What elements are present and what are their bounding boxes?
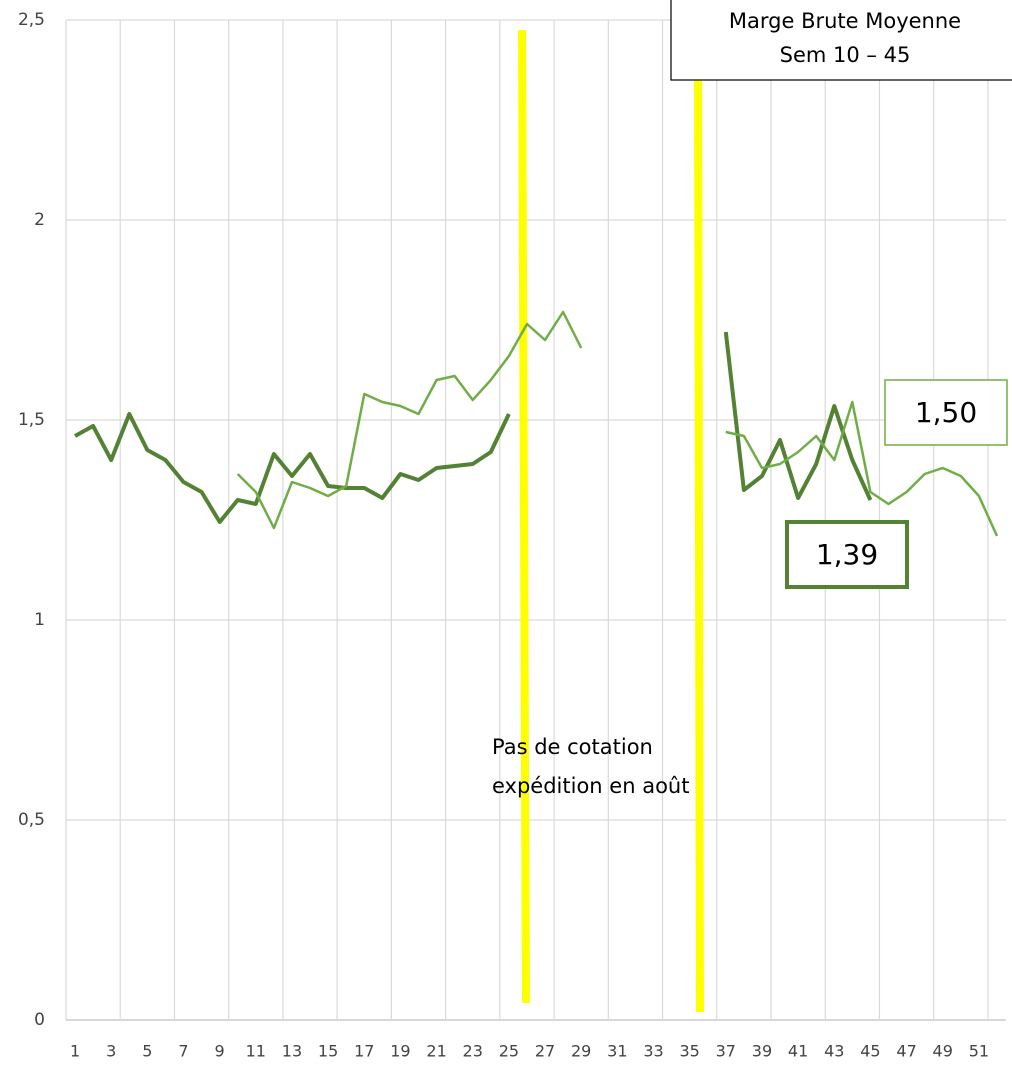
x-tick-label: 9 [215,1042,225,1061]
y-tick-label: 1,5 [18,410,45,430]
grid [65,19,1006,1021]
x-tick-label: 11 [246,1042,266,1061]
x-tick-label: 37 [716,1042,736,1061]
x-tick-label: 7 [178,1042,188,1061]
x-tick-label: 51 [969,1042,989,1061]
y-tick-label: 2,5 [18,10,45,30]
title-box [670,0,1012,81]
x-tick-label: 41 [788,1042,808,1061]
x-tick-label: 39 [752,1042,772,1061]
title-line: Sem 10 – 45 [780,43,911,67]
x-tick-label: 3 [106,1042,116,1061]
x-tick-label: 21 [426,1042,446,1061]
x-tick-label: 27 [535,1042,555,1061]
x-tick-label: 43 [824,1042,844,1061]
x-tick-label: 1 [70,1042,80,1061]
average-box [884,379,1008,446]
lines [74,310,999,537]
x-tick-label: 33 [643,1042,663,1061]
x-tick-label: 5 [142,1042,152,1061]
average-label: 1,39 [816,538,878,571]
series-line [236,310,999,537]
y-tick-label: 0,5 [18,810,45,830]
y-tick-label: 2 [34,210,45,230]
x-tick-label: 29 [571,1042,591,1061]
x-tick-label: 25 [499,1042,519,1061]
x-tick-label: 17 [354,1042,374,1061]
x-tick-label: 35 [679,1042,699,1061]
series-line [74,331,873,524]
x-tick-label: 15 [318,1042,338,1061]
note-line: expédition en août [492,774,689,798]
y-tick-label: 0 [34,1010,45,1030]
x-tick-label: 47 [896,1042,916,1061]
average-box [785,520,909,589]
x-tick-label: 23 [463,1042,483,1061]
average-label: 1,50 [915,396,977,429]
x-tick-label: 45 [860,1042,880,1061]
x-tick-label: 13 [282,1042,302,1061]
gap-marker [694,59,704,1013]
x-tick-label: 31 [607,1042,627,1061]
note-line: Pas de cotation [492,735,653,759]
title-line: Marge Brute Moyenne [729,9,961,33]
y-tick-label: 1 [34,610,45,630]
gap-marker [518,29,530,1004]
x-tick-label: 19 [390,1042,410,1061]
x-tick-label: 49 [933,1042,953,1061]
